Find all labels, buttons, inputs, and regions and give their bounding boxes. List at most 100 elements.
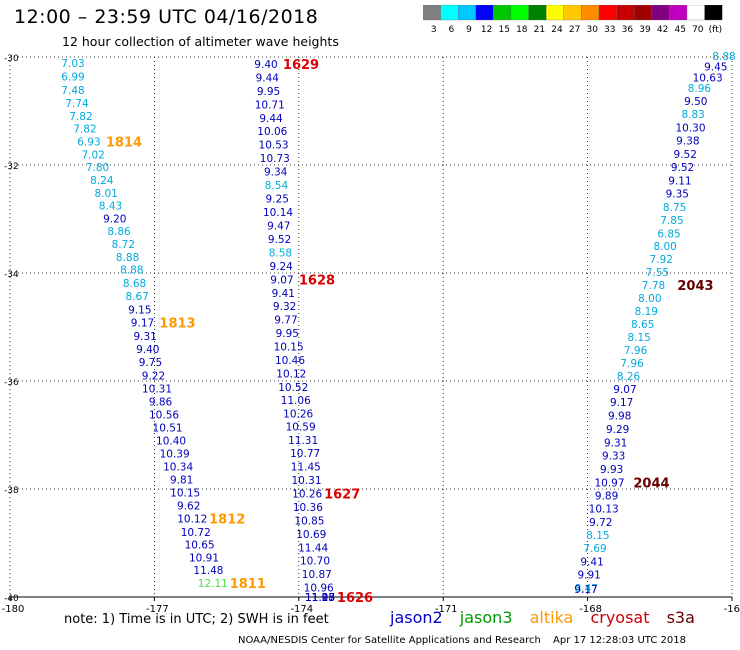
time-label: 1627 xyxy=(324,488,360,503)
swh-value: 10.70 xyxy=(300,556,330,568)
legend-swatch xyxy=(704,4,723,21)
y-tick-label: -30 xyxy=(4,54,19,64)
swh-value: 8.24 xyxy=(90,175,114,187)
swh-value: 9.07 xyxy=(270,274,293,286)
swh-value: 10.97 xyxy=(594,477,624,489)
swh-value: 7.69 xyxy=(583,543,606,555)
swh-value: 8.47 xyxy=(575,583,598,595)
swh-value: 9.22 xyxy=(142,370,165,382)
swh-value: 6.93 xyxy=(77,137,100,149)
swh-value: 7.74 xyxy=(65,98,89,110)
swh-value: 7.82 xyxy=(69,111,92,123)
swh-value: 9.45 xyxy=(704,62,727,74)
swh-value: 6.85 xyxy=(657,228,680,240)
y-tick-label: -34 xyxy=(4,270,19,280)
time-label: 1628 xyxy=(299,273,335,288)
swh-value: 8.00 xyxy=(638,293,661,305)
legend-label: 21 xyxy=(534,25,545,35)
x-tick-label: -180 xyxy=(2,604,25,615)
swh-value: 9.44 xyxy=(256,72,280,84)
swh-value: 8.01 xyxy=(94,188,117,200)
time-label: 1814 xyxy=(106,136,142,151)
swh-value: 9.41 xyxy=(580,556,603,568)
swh-value: 9.40 xyxy=(136,344,159,356)
swh-value: 10.15 xyxy=(170,488,200,500)
swh-value: 10.34 xyxy=(163,462,193,474)
swh-value: 10.40 xyxy=(156,436,186,448)
swh-value: 9.52 xyxy=(674,149,697,161)
swh-value: 11.03 xyxy=(305,592,335,604)
swh-value: 7.02 xyxy=(81,149,104,161)
swh-value: 9.95 xyxy=(276,328,299,340)
swh-value: 9.91 xyxy=(577,570,600,582)
legend-label: 9 xyxy=(466,25,472,35)
time-label: 1626 xyxy=(337,591,373,606)
swh-value: 10.77 xyxy=(290,448,320,460)
swh-value: 10.56 xyxy=(149,409,179,421)
swh-value: 8.72 xyxy=(112,239,135,251)
swh-value: 11.28 xyxy=(305,592,335,604)
swh-value: 10.51 xyxy=(153,423,183,435)
swh-value: 9.62 xyxy=(177,501,200,513)
chart-subtitle: 12 hour collection of altimeter wave hei… xyxy=(62,34,339,49)
swh-value: 8.00 xyxy=(653,241,676,253)
swh-value: 9.25 xyxy=(266,194,289,206)
swh-value: 9.17 xyxy=(131,318,154,330)
swh-value: 9.11 xyxy=(668,175,691,187)
swh-value: 9.40 xyxy=(254,59,277,71)
y-tick-label: -32 xyxy=(4,162,19,172)
swh-value: 9.50 xyxy=(684,96,707,108)
legend-label: 12 xyxy=(481,25,492,35)
swh-value: 10.14 xyxy=(263,207,293,219)
swh-value: 8.67 xyxy=(126,291,149,303)
swh-value: 10.26 xyxy=(283,408,313,420)
footer-timestamp: Apr 17 12:28:03 UTC 2018 xyxy=(553,635,686,646)
satellite-s3a: s3a xyxy=(666,608,695,627)
legend-swatches: 3 6 9 12 15 18 21 24 27 30 33 36 39 42 45 70 (ft) xyxy=(422,4,723,35)
swh-value: 9.44 xyxy=(259,113,283,125)
x-tick-label: -168 xyxy=(579,604,602,615)
swh-value: 9.35 xyxy=(666,189,689,201)
swh-value: 10.71 xyxy=(255,99,285,111)
swh-value: 7.92 xyxy=(650,254,673,266)
satellite-key: jason2 jason3 altika cryosat s3a xyxy=(390,608,707,627)
legend-label: (ft) xyxy=(709,25,723,35)
swh-value: 10.85 xyxy=(294,516,324,528)
swh-value: 10.36 xyxy=(293,502,323,514)
time-label: 1812 xyxy=(209,513,245,528)
swh-value: 9.15 xyxy=(128,304,151,316)
y-tick-label: -38 xyxy=(4,486,19,496)
swh-value: 11.45 xyxy=(291,462,321,474)
swh-value: 11.95 xyxy=(305,592,335,604)
swh-value: 9.31 xyxy=(604,437,627,449)
swh-value: 8.43 xyxy=(99,201,122,213)
footer-credit: NOAA/NESDIS Center for Satellite Applica… xyxy=(238,635,541,646)
swh-value: 10.52 xyxy=(278,382,308,394)
satellite-cryosat: cryosat xyxy=(590,608,650,627)
swh-value: 8.86 xyxy=(107,226,131,238)
swh-value: 9.07 xyxy=(613,384,636,396)
legend-label: 18 xyxy=(516,25,528,35)
swh-value: 10.31 xyxy=(291,475,321,487)
swh-value: 10.72 xyxy=(181,527,211,539)
swh-value: 9.33 xyxy=(602,451,625,463)
swh-value: 10.87 xyxy=(302,569,332,581)
legend-label: 6 xyxy=(449,25,455,35)
swh-value: 10.53 xyxy=(259,140,289,152)
swh-value: 8.96 xyxy=(688,83,712,95)
swh-value: 10.96 xyxy=(304,582,334,594)
legend-label: 42 xyxy=(657,25,668,35)
swh-value: 11.31 xyxy=(288,435,318,447)
swh-value: 10.06 xyxy=(257,126,287,138)
swh-value: 8.88 xyxy=(712,51,735,63)
swh-value: 10.13 xyxy=(589,504,619,516)
satellite-jason2: jason2 xyxy=(390,608,443,627)
legend-label: 24 xyxy=(551,25,563,35)
y-tick-label: -36 xyxy=(4,378,19,388)
satellite-altika: altika xyxy=(529,608,574,627)
swh-value: 9.98 xyxy=(608,411,631,423)
swh-value: 8.58 xyxy=(269,247,292,259)
swh-value: 7.82 xyxy=(73,124,96,136)
time-label: 2043 xyxy=(677,279,713,294)
swh-value: 9.72 xyxy=(589,517,612,529)
